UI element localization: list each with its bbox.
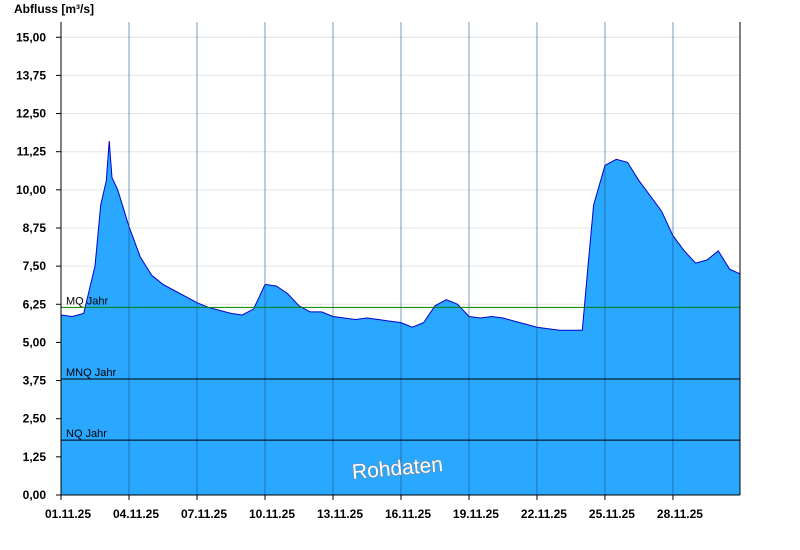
y-tick-label: 3,75 — [23, 374, 47, 388]
x-tick-label: 22.11.25 — [521, 507, 567, 521]
x-tick-label: 25.11.25 — [589, 507, 635, 521]
reference-line-label: NQ Jahr — [66, 428, 107, 440]
x-tick-label: 19.11.25 — [453, 507, 499, 521]
y-tick-label: 10,00 — [16, 183, 46, 197]
y-tick-label: 7,50 — [23, 259, 47, 273]
x-tick-label: 16.11.25 — [385, 507, 431, 521]
x-tick-label: 10.11.25 — [249, 507, 295, 521]
reference-line-label: MQ Jahr — [66, 295, 109, 307]
y-tick-label: 6,25 — [23, 297, 47, 311]
y-tick-label: 11,25 — [17, 145, 47, 159]
y-tick-label: 8,75 — [23, 221, 47, 235]
y-tick-label: 2,50 — [23, 412, 47, 426]
x-tick-label: 04.11.25 — [113, 507, 159, 521]
discharge-line — [60, 140, 741, 331]
x-tick-label: 01.11.25 — [45, 507, 91, 521]
y-tick-label: 1,25 — [23, 450, 47, 464]
x-tick-label: 07.11.25 — [181, 507, 227, 521]
y-axis-label: Abfluss [m³/s] — [14, 2, 95, 16]
x-tick-label: 13.11.25 — [317, 507, 363, 521]
y-tick-label: 13,75 — [16, 68, 46, 82]
y-tick-label: 12,50 — [16, 107, 46, 121]
discharge-area — [61, 141, 740, 495]
y-tick-label: 0,00 — [23, 488, 47, 502]
y-tick-label: 15,00 — [16, 30, 46, 44]
x-tick-label: 28.11.25 — [657, 507, 703, 521]
y-tick-label: 5,00 — [23, 335, 47, 349]
reference-line-label: MNQ Jahr — [66, 367, 116, 379]
